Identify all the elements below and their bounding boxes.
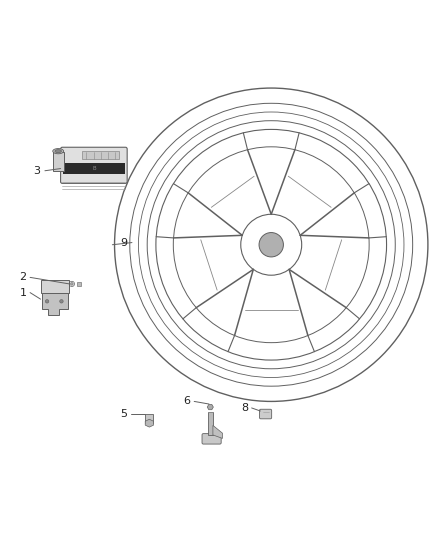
- Text: 9: 9: [120, 238, 127, 247]
- FancyBboxPatch shape: [259, 409, 272, 419]
- FancyBboxPatch shape: [202, 434, 221, 444]
- Circle shape: [259, 232, 283, 257]
- Circle shape: [60, 300, 63, 303]
- Circle shape: [46, 300, 49, 303]
- Text: B: B: [92, 166, 95, 171]
- Bar: [63, 163, 125, 174]
- Polygon shape: [42, 293, 67, 315]
- Text: 1: 1: [20, 288, 27, 297]
- Polygon shape: [145, 419, 153, 427]
- Polygon shape: [208, 413, 213, 435]
- Bar: [41, 280, 69, 293]
- Bar: [145, 414, 153, 423]
- Ellipse shape: [55, 150, 61, 152]
- Circle shape: [71, 282, 73, 285]
- Bar: [53, 152, 64, 171]
- Text: 6: 6: [184, 397, 191, 407]
- FancyBboxPatch shape: [60, 147, 127, 183]
- Ellipse shape: [53, 149, 64, 154]
- Polygon shape: [207, 405, 213, 410]
- Text: 3: 3: [34, 166, 41, 176]
- Bar: [77, 282, 81, 286]
- Text: 5: 5: [120, 409, 127, 419]
- Bar: [82, 151, 119, 159]
- Text: 2: 2: [20, 272, 27, 282]
- Text: 8: 8: [241, 403, 248, 413]
- Polygon shape: [213, 425, 223, 439]
